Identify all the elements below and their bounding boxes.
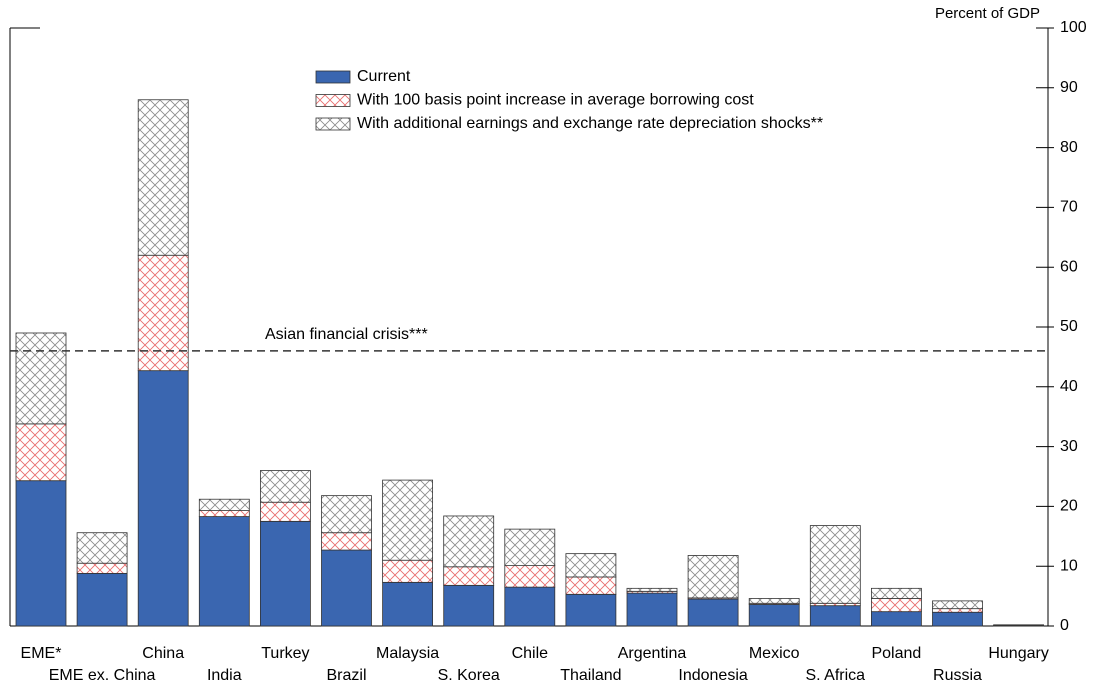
bar-segment [932, 608, 983, 613]
bar-segment [687, 598, 739, 627]
y-tick-label: 80 [1060, 139, 1078, 156]
x-tick-label: Indonesia [678, 667, 747, 684]
bar-segment [76, 562, 128, 574]
bar-segment [871, 598, 922, 613]
y-tick-label: 60 [1060, 258, 1078, 275]
bar-segment [76, 572, 128, 627]
bar-segment [382, 479, 434, 561]
x-tick-label: India [207, 667, 242, 684]
bar-segment [748, 604, 800, 627]
bar-segment [259, 470, 311, 503]
legend-swatch [315, 70, 351, 84]
legend-label: Current [357, 68, 411, 85]
x-tick-label: Thailand [560, 667, 621, 684]
bar-segment [137, 99, 189, 256]
legend-label: With additional earnings and exchange ra… [357, 115, 823, 132]
bar-segment [626, 592, 678, 627]
bar-segment [565, 553, 617, 578]
bar-segment [809, 605, 861, 627]
y-tick-label: 10 [1060, 557, 1078, 574]
bar-segment [15, 423, 67, 482]
x-tick-label: S. Africa [806, 667, 866, 684]
x-tick-label: Hungary [988, 645, 1048, 662]
bar-segment [565, 593, 617, 627]
bar-segment [871, 611, 922, 627]
x-tick-label: Brazil [326, 667, 366, 684]
bar-segment [443, 515, 495, 568]
x-tick-label: Mexico [749, 645, 800, 662]
x-tick-label: Turkey [261, 645, 309, 662]
legend-swatch [315, 94, 351, 107]
y-tick-label: 70 [1060, 199, 1078, 216]
bar-segment [259, 520, 311, 627]
bar-segment [15, 332, 67, 425]
x-tick-label: EME ex. China [49, 667, 156, 684]
bar-segment [993, 624, 1044, 626]
bar-segment [443, 566, 495, 586]
bar-segment [382, 581, 434, 627]
bar-segment [504, 528, 556, 567]
bar-segment [76, 532, 128, 564]
x-tick-label: Poland [871, 645, 921, 662]
bar-segment [259, 501, 311, 522]
legend-label: With 100 basis point increase in average… [357, 92, 754, 109]
x-tick-label: Russia [933, 667, 982, 684]
bar-segment [565, 576, 617, 595]
bar-segment [809, 525, 861, 604]
y-tick-label: 90 [1060, 79, 1078, 96]
bar-segment [198, 498, 250, 511]
bar-segment [871, 587, 922, 599]
x-tick-label: Argentina [618, 645, 687, 662]
y-tick-label: 20 [1060, 498, 1078, 515]
bar-segment [137, 370, 189, 627]
bar-segment [443, 584, 495, 627]
bar-segment [932, 611, 983, 627]
bar-segment [382, 559, 434, 583]
x-tick-label: Chile [512, 645, 549, 662]
y-tick-label: 100 [1060, 19, 1087, 36]
bar-segment [932, 600, 983, 610]
bar-segment [687, 555, 739, 599]
bar-segment [137, 254, 189, 372]
bar-segment [321, 495, 372, 534]
bar-segment [504, 565, 556, 588]
y-tick-label: 0 [1060, 617, 1069, 634]
bar-segment [626, 587, 678, 592]
x-tick-label: Malaysia [376, 645, 439, 662]
legend-swatch [315, 117, 351, 131]
y-tick-label: 40 [1060, 378, 1078, 395]
bar-segment [504, 586, 556, 627]
y-axis-label: Percent of GDP [935, 5, 1040, 22]
x-tick-label: S. Korea [438, 667, 500, 684]
bar-segment [198, 516, 250, 627]
x-tick-label: EME* [21, 645, 62, 662]
y-tick-label: 30 [1060, 438, 1078, 455]
bar-segment [321, 549, 372, 627]
x-tick-label: China [142, 645, 184, 662]
y-tick-label: 50 [1060, 318, 1078, 335]
bar-segment [321, 532, 372, 551]
reference-label: Asian financial crisis*** [265, 326, 428, 343]
bar-segment [15, 480, 67, 627]
bar-segment [198, 510, 250, 517]
bar-segment [748, 598, 800, 604]
